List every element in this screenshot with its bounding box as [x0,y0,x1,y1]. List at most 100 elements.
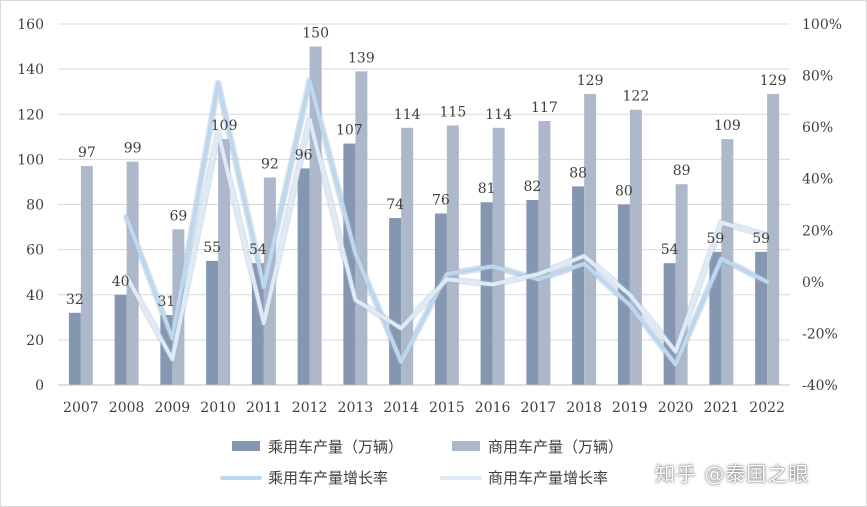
bar [297,168,310,385]
legend-label: 商用车产量增长率 [488,469,608,487]
bar [434,213,447,385]
data-label: 99 [124,141,142,157]
data-label: 96 [295,147,313,163]
data-label: 114 [394,107,421,123]
bar [755,251,768,385]
bars [68,46,780,386]
bar [675,184,688,385]
legend-label: 乘用车产量（万辆） [268,438,403,456]
data-label: 122 [623,89,650,105]
bar [538,121,551,386]
bar [206,260,219,385]
data-label: 109 [714,118,741,134]
x-tick-label: 2020 [658,400,694,416]
data-label: 114 [485,107,512,123]
x-tick-label: 2019 [612,400,648,416]
data-label: 59 [706,231,724,247]
data-label: 92 [261,156,279,172]
bar [126,161,139,385]
data-label: 150 [302,26,329,42]
y-left-tick-label: 140 [17,62,44,78]
y-right-tick-label: 80% [802,69,833,85]
data-label: 40 [112,274,130,290]
data-label: 89 [673,163,691,179]
x-tick-label: 2011 [246,400,282,416]
data-label: 59 [752,231,770,247]
x-tick-label: 2015 [429,400,465,416]
bar [68,312,81,385]
x-tick-label: 2008 [109,400,145,416]
legend-label: 商用车产量（万辆） [488,438,623,456]
data-label: 74 [386,197,404,213]
x-tick-label: 2022 [749,400,785,416]
legend-swatch [452,441,480,451]
data-label: 32 [66,292,84,308]
data-label: 80 [615,184,633,200]
data-label: 129 [577,73,604,89]
y-right-tick-label: 60% [802,120,833,136]
bar [492,127,505,385]
data-label: 139 [348,50,375,66]
data-label: 129 [760,73,787,89]
y-right-tick-label: -20% [802,326,838,342]
y-left-tick-label: 80 [26,198,44,214]
data-label: 117 [531,100,558,116]
x-tick-label: 2007 [63,400,99,416]
data-label: 54 [249,242,267,258]
axes: 0 20 40 60 80 100 120 140 160 -40% -20% 0% 20% 40% 60%… [17,17,842,416]
y-right-tick-label: 40% [802,172,833,188]
bar [629,109,642,386]
y-right-tick-label: 20% [802,223,833,239]
bar [617,204,630,385]
bar [709,251,722,385]
bar [263,177,276,385]
x-tick-label: 2017 [521,400,557,416]
x-tick-label: 2012 [292,400,328,416]
bar [355,71,368,385]
bar [480,202,493,385]
bar [114,294,127,385]
y-right-tick-label: 100% [802,17,842,33]
bar [218,139,231,385]
data-label: 107 [336,123,363,139]
data-label: 54 [661,242,679,258]
x-tick-label: 2014 [383,400,419,416]
bar [343,143,356,385]
legend-label: 乘用车产量增长率 [268,469,388,487]
y-left-tick-label: 20 [26,333,44,349]
legend: 乘用车产量（万辆） 商用车产量（万辆） 乘用车产量增长率 商用车产量增长率 [220,438,623,487]
x-tick-label: 2018 [566,400,602,416]
bar [572,186,585,385]
x-tick-label: 2021 [704,400,740,416]
data-label: 82 [523,179,541,195]
data-label: 81 [478,181,496,197]
growth-line [124,78,770,367]
bar [446,125,459,385]
growth-line [124,117,770,362]
legend-swatch [232,441,260,451]
x-tick-label: 2016 [475,400,511,416]
bar [767,93,780,385]
data-label: 88 [569,165,587,181]
data-label: 109 [211,118,238,134]
watermark: 知乎 @泰国之眼 [655,462,810,486]
bar [526,199,539,385]
growth-lines [123,77,771,368]
x-tick-label: 2013 [338,400,374,416]
bar [584,93,597,385]
data-label: 69 [169,208,187,224]
y-left-tick-label: 160 [17,17,44,33]
y-right-tick-label: -40% [802,378,838,394]
data-label: 115 [440,105,467,121]
y-left-tick-label: 0 [35,378,44,394]
bar [80,166,93,385]
y-left-tick-label: 40 [26,288,44,304]
data-label: 76 [432,193,450,209]
x-tick-label: 2009 [155,400,191,416]
data-labels: 32 40 31 55 54 96 107 74 76 81 82 88 80 54 59 59 97 99 69 1… [66,26,787,310]
data-label: 97 [78,145,96,161]
data-label: 55 [203,240,221,256]
y-left-tick-label: 100 [17,152,44,168]
data-label: 31 [157,294,175,310]
